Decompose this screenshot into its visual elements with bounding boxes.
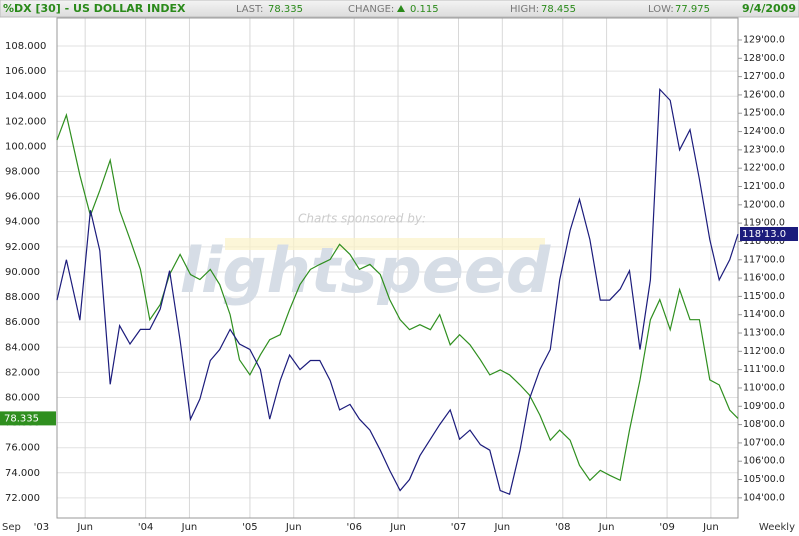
current-value-label: 118'13.0 [742,229,786,240]
last-label: LAST: [236,4,263,15]
y2-tick-label: 128'00.0 [743,53,785,64]
x-tick-label: '04 [138,522,153,533]
watermark: lightspeed [180,234,551,307]
y2-tick-label: 107'00.0 [743,437,785,448]
y-tick-label: 80.000 [5,392,40,403]
x-tick-label: Jun [493,522,510,533]
series-line [56,112,739,482]
x-tick-label: '07 [451,522,466,533]
y2-tick-label: 112'00.0 [743,346,785,357]
y-tick-label: 100.000 [5,141,46,152]
x-tick-label: Jun [181,522,198,533]
x-tick-label: '08 [555,522,570,533]
y-tick-label: 106.000 [5,66,46,77]
date: 9/4/2009 [742,2,796,15]
y2-tick-label: 116'00.0 [743,273,785,284]
change-value: 0.115 [410,4,439,15]
high-value: 78.455 [541,4,576,15]
y-tick-label: 102.000 [5,116,46,127]
x-tick-label: Jun [285,522,302,533]
x-tick-label: '06 [346,522,361,533]
y-tick-label: 86.000 [5,317,40,328]
x-tick-label: Jun [598,522,615,533]
y2-tick-label: 122'00.0 [743,163,785,174]
y2-tick-label: 113'00.0 [743,328,785,339]
watermark-caption: Charts sponsored by: [298,212,426,226]
x-tick-label: Jun [702,522,719,533]
y-tick-label: 90.000 [5,267,40,278]
y-tick-label: 98.000 [5,167,40,178]
high-label: HIGH: [510,4,539,15]
current-value-label: 78.335 [4,413,39,424]
up-arrow [397,5,405,12]
y-tick-label: 74.000 [5,468,40,479]
y2-tick-label: 124'00.0 [743,126,785,137]
x-tick-label: Jun [76,522,93,533]
y-tick-label: 92.000 [5,242,40,253]
y-tick-label: 72.000 [5,493,40,504]
x-tick-label: '09 [659,522,674,533]
y-tick-label: 76.000 [5,443,40,454]
last-value: 78.335 [268,4,303,15]
watermark-band [225,238,545,250]
y2-tick-label: 108'00.0 [743,419,785,430]
y-tick-label: 108.000 [5,41,46,52]
y-tick-label: 94.000 [5,217,40,228]
x-start-label: Sep [2,522,21,533]
grid [57,18,738,518]
y2-tick-label: 126'00.0 [743,89,785,100]
y2-tick-label: 104'00.0 [743,492,785,503]
y2-tick-label: 121'00.0 [743,181,785,192]
x-tick-label: '03 [34,522,49,533]
y2-tick-label: 125'00.0 [743,108,785,119]
x-tick-label: Jun [389,522,406,533]
low-value: 77.975 [675,4,710,15]
plot-frame [56,17,739,519]
y2-tick-label: 110'00.0 [743,382,785,393]
y2-tick-label: 115'00.0 [743,291,785,302]
y-tick-label: 104.000 [5,91,46,102]
y2-tick-label: 111'00.0 [743,364,785,375]
y2-tick-label: 129'00.0 [743,34,785,45]
current-value-badge [740,227,798,242]
y2-tick-label: 120'00.0 [743,199,785,210]
y-tick-label: 84.000 [5,342,40,353]
y2-tick-label: 117'00.0 [743,254,785,265]
series-line [56,87,739,496]
period-label: Weekly [759,522,795,533]
x-tick-label: '05 [242,522,257,533]
y-tick-label: 82.000 [5,367,40,378]
y2-tick-label: 105'00.0 [743,474,785,485]
y-tick-label: 88.000 [5,292,40,303]
y2-tick-label: 106'00.0 [743,456,785,467]
y2-tick-label: 123'00.0 [743,144,785,155]
low-label: LOW: [648,4,674,15]
change-label: CHANGE: [348,4,394,15]
current-value-badge [0,411,56,426]
y2-tick-label: 109'00.0 [743,401,785,412]
y2-tick-label: 119'00.0 [743,218,785,229]
y2-tick-label: 127'00.0 [743,71,785,82]
chart-title: %DX [30] - US DOLLAR INDEX [3,2,186,15]
y2-tick-label: 114'00.0 [743,309,785,320]
y-tick-label: 96.000 [5,192,40,203]
y2-tick-label: 118'00.0 [743,236,785,247]
